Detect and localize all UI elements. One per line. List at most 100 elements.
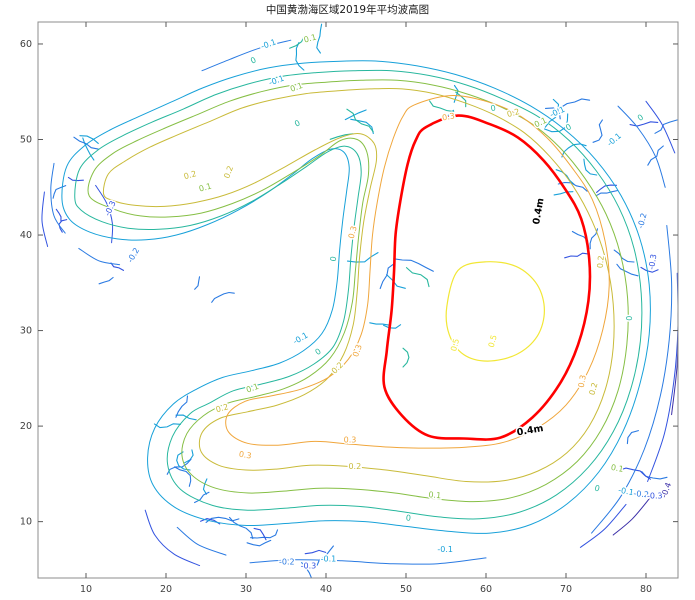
noise-squiggle — [346, 108, 374, 133]
contour-label: 0 — [593, 483, 600, 493]
noise-squiggle — [246, 539, 272, 547]
noise-squiggle — [228, 516, 254, 540]
noise-squiggle — [618, 467, 651, 480]
contour-label: 0.2 — [183, 169, 198, 181]
contour-label: -0.2 — [633, 489, 649, 499]
y-tick-label: 60 — [20, 39, 32, 50]
noise-squiggle — [393, 258, 434, 272]
contour-label: 0.1 — [198, 182, 213, 194]
contour-label: 0.3 — [351, 343, 364, 358]
contour-label: -0.3 — [647, 253, 659, 270]
noise-squiggle — [583, 158, 598, 176]
contour-label: 0 — [329, 256, 339, 263]
contour-segment--0.3 — [95, 184, 114, 244]
contour-label: -0.3 — [103, 199, 118, 217]
contour-label: -0.2 — [126, 246, 142, 264]
noise-squiggle — [544, 113, 569, 133]
noise-squiggle — [555, 169, 575, 185]
contour-label: 0.1 — [428, 490, 441, 500]
contour-label: -0.4 — [659, 481, 673, 499]
x-tick-label: 60 — [480, 584, 492, 595]
contour-label: 0.1 — [245, 382, 260, 395]
noise-squiggle — [316, 23, 323, 54]
noise-squiggle — [386, 274, 406, 289]
noise-squiggle — [369, 322, 390, 326]
noise-squiggle — [405, 267, 430, 288]
noise-squiggle — [626, 430, 639, 445]
noise-squiggle — [379, 262, 396, 290]
noise-squiggle — [595, 189, 619, 197]
chart-title: 中国黄渤海区域2019年平均波高图 — [265, 4, 430, 16]
noise-squiggle — [73, 136, 99, 150]
noise-squiggle — [110, 262, 125, 271]
contour-label: -0.3 — [301, 561, 317, 570]
contour-label: 0 — [314, 347, 323, 357]
y-tick-label: 10 — [20, 517, 32, 528]
noise-squiggle — [329, 133, 354, 140]
noise-squiggle — [166, 458, 192, 475]
noise-squiggle — [289, 35, 305, 49]
x-tick-label: 80 — [640, 584, 652, 595]
contour-segment--0.3 — [645, 100, 676, 154]
noise-squiggle — [250, 529, 279, 539]
noise-squiggle — [544, 107, 561, 120]
noise-squiggle — [641, 471, 668, 480]
noise-squiggle — [564, 252, 590, 259]
noise-squiggle — [79, 135, 99, 144]
noise-squiggle — [176, 451, 191, 471]
noise-squiggle — [544, 98, 560, 128]
noise-squiggle — [253, 527, 267, 541]
noise-squiggle — [153, 423, 182, 429]
noise-squiggle — [346, 252, 379, 263]
noise-squiggle — [310, 545, 334, 569]
contour-segment--0.3 — [579, 503, 627, 548]
x-tick-label: 40 — [320, 584, 332, 595]
contour-segment--0.2 — [176, 526, 227, 556]
contour-label: -0.1 — [617, 486, 634, 498]
axes-box — [37, 21, 679, 579]
noise-squiggle — [596, 184, 618, 193]
contour-label: 0.2 — [348, 462, 361, 471]
contour-label: 0.4m — [516, 423, 544, 438]
contour-label: 0 — [636, 113, 645, 123]
noise-squiggle — [429, 100, 455, 113]
contour-label: -0.1 — [437, 545, 453, 554]
noise-squiggle — [640, 266, 659, 273]
noise-squiggle — [647, 145, 664, 166]
contour-label: -0.2 — [636, 212, 649, 229]
contour-label: 0 — [405, 513, 411, 522]
contour-segment--0.2 — [617, 105, 666, 188]
contour-label: 0.3 — [441, 111, 455, 122]
contour-label: 0.1 — [289, 81, 304, 94]
contour-label: 0.2 — [587, 382, 599, 397]
contour-label: 0.2 — [215, 402, 230, 414]
contour-label: 0.3 — [577, 374, 588, 388]
contour-label: 0 — [249, 55, 257, 65]
contour-segment--0.2 — [78, 247, 121, 266]
contour-label: 0 — [564, 122, 573, 132]
noise-squiggle — [629, 121, 659, 127]
noise-squiggle — [183, 449, 194, 464]
noise-squiggle — [553, 191, 574, 196]
contour-line-0 — [74, 69, 643, 520]
noise-squiggle — [616, 263, 639, 277]
noise-squiggle — [295, 42, 305, 71]
noise-squiggle — [455, 91, 467, 108]
y-tick-label: 40 — [20, 230, 32, 241]
contour-label: 0 — [293, 118, 301, 128]
noise-squiggle — [382, 324, 402, 329]
noise-squiggle — [613, 249, 635, 263]
noise-squiggle — [592, 119, 603, 143]
noise-squiggle — [173, 466, 192, 487]
noise-squiggle — [52, 185, 67, 199]
contour-segment--0.3 — [144, 509, 201, 567]
noise-squiggle — [654, 119, 678, 134]
contour-label: 0 — [490, 103, 497, 113]
contour-label: -0.1 — [321, 555, 337, 564]
contour-label: -0.3 — [647, 492, 663, 501]
contour-label: -0.1 — [260, 37, 278, 51]
noise-squiggle — [211, 291, 235, 303]
x-tick-label: 20 — [160, 584, 172, 595]
contour-label: 0.4m — [531, 197, 546, 225]
contour-label: 0.1 — [610, 463, 624, 474]
